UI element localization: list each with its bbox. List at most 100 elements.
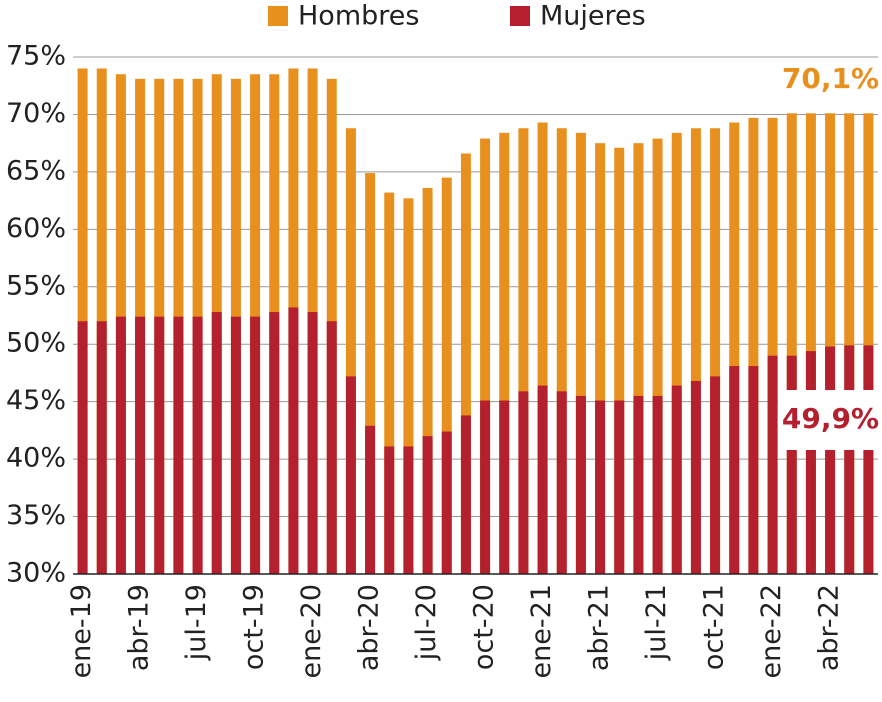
bar (710, 128, 721, 574)
bar (748, 366, 759, 574)
bar (729, 366, 740, 574)
y-tick-label: 70% (6, 98, 66, 129)
y-tick-label: 75% (6, 41, 66, 72)
bar (365, 425, 376, 574)
bar (748, 117, 759, 574)
bar (767, 355, 778, 574)
bar (614, 400, 625, 574)
bar (518, 128, 529, 574)
bar (671, 132, 682, 574)
bar (825, 113, 836, 574)
x-tick-label: ene-20 (296, 584, 327, 678)
bar (556, 128, 567, 574)
bar (135, 316, 146, 574)
x-tick-label: ene-19 (66, 584, 97, 678)
y-tick-label: 55% (6, 270, 66, 301)
annotation: 70,1% (782, 62, 879, 95)
y-tick-label: 35% (6, 500, 66, 531)
bar (96, 321, 107, 574)
bar (326, 321, 337, 574)
bar (173, 316, 184, 574)
bar (671, 385, 682, 574)
bar (652, 138, 663, 574)
bar (384, 192, 395, 574)
bar (767, 117, 778, 574)
y-tick-label: 30% (6, 558, 66, 589)
bar (154, 316, 165, 574)
x-tick-label: abr-21 (584, 584, 615, 671)
bar (844, 113, 855, 574)
legend-label: Hombres (298, 1, 419, 32)
bar (115, 316, 126, 574)
bar (844, 345, 855, 574)
bar (556, 391, 567, 574)
x-tick-label: jul-21 (641, 584, 672, 661)
bar (690, 380, 701, 574)
legend-swatch (268, 6, 288, 26)
bar (250, 316, 261, 574)
bar (518, 391, 529, 574)
x-tick-label: jul-19 (181, 584, 212, 661)
y-tick-label: 45% (6, 385, 66, 416)
bar (269, 312, 280, 574)
x-tick-label: abr-19 (124, 584, 155, 671)
bar (595, 143, 606, 574)
y-tick-label: 65% (6, 155, 66, 186)
annotation-bg (778, 390, 882, 450)
bar (710, 376, 721, 574)
bar (825, 346, 836, 574)
bar (575, 132, 586, 574)
x-tick-label: abr-20 (354, 584, 385, 671)
y-tick-label: 50% (6, 328, 66, 359)
bar (786, 355, 797, 574)
bar (537, 122, 548, 574)
bar (805, 113, 816, 574)
bar (652, 395, 663, 574)
bar (422, 436, 433, 574)
bar (499, 132, 510, 574)
annotation: 49,9% (782, 402, 879, 435)
bar (633, 395, 644, 574)
bar (77, 321, 88, 574)
bar (786, 113, 797, 574)
y-tick-label: 60% (6, 213, 66, 244)
x-tick-label: abr-22 (814, 584, 845, 671)
bar (537, 385, 548, 574)
x-tick-label: jul-20 (411, 584, 442, 661)
y-tick-label: 40% (6, 443, 66, 474)
bar (441, 431, 452, 574)
bar (230, 316, 241, 574)
bar (633, 143, 644, 574)
bar (863, 345, 874, 574)
x-tick-label: ene-21 (526, 584, 557, 678)
legend-label: Mujeres (540, 1, 646, 32)
bar (345, 128, 356, 574)
legend-swatch (510, 6, 530, 26)
bar (211, 312, 222, 574)
x-tick-label: oct-20 (469, 584, 500, 670)
bar (729, 122, 740, 574)
bar (480, 400, 491, 574)
x-tick-label: oct-19 (239, 584, 270, 670)
bar (595, 400, 606, 574)
bar (345, 376, 356, 574)
bar (288, 307, 299, 574)
bar (863, 113, 874, 574)
bar (499, 400, 510, 574)
bar (460, 153, 471, 575)
bar (480, 138, 491, 574)
bar (690, 128, 701, 574)
bar (441, 177, 452, 574)
bar (192, 316, 203, 574)
bar (403, 198, 414, 574)
x-tick-label: ene-22 (756, 584, 787, 678)
bar (805, 351, 816, 574)
bar (403, 446, 414, 574)
bar (614, 147, 625, 575)
bar (384, 446, 395, 574)
x-tick-label: oct-21 (699, 584, 730, 670)
bar (575, 395, 586, 574)
bar (460, 415, 471, 574)
bar (422, 187, 433, 574)
